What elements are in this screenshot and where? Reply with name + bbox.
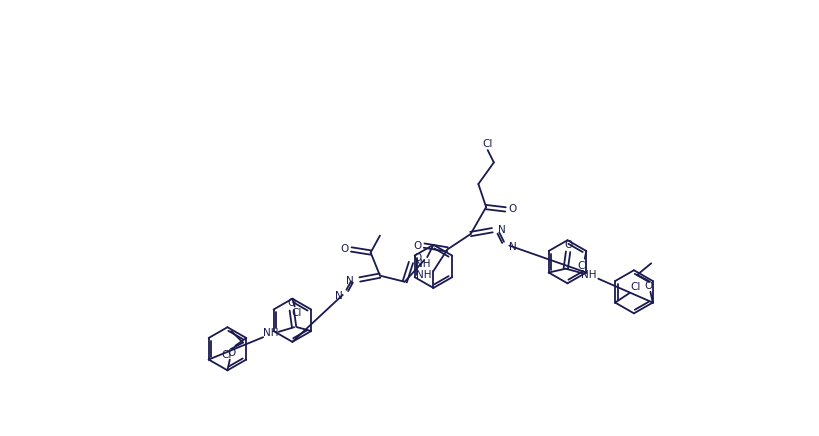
Text: O: O — [340, 245, 348, 255]
Text: O: O — [644, 281, 652, 291]
Text: O: O — [413, 241, 421, 251]
Text: Cl: Cl — [291, 308, 301, 318]
Text: NH: NH — [581, 270, 596, 280]
Text: N: N — [335, 291, 342, 301]
Text: O: O — [227, 348, 235, 358]
Text: NH: NH — [414, 259, 430, 269]
Text: Cl: Cl — [220, 350, 231, 360]
Text: NH: NH — [263, 328, 278, 338]
Text: O: O — [563, 240, 572, 250]
Text: O: O — [287, 298, 296, 308]
Text: Cl: Cl — [577, 261, 587, 271]
Text: N: N — [346, 276, 353, 286]
Text: Cl: Cl — [629, 282, 640, 292]
Text: O: O — [508, 204, 516, 215]
Text: N: N — [508, 242, 516, 252]
Text: NH: NH — [416, 270, 432, 280]
Text: O: O — [413, 253, 421, 263]
Text: Cl: Cl — [482, 139, 492, 149]
Text: N: N — [497, 225, 505, 235]
